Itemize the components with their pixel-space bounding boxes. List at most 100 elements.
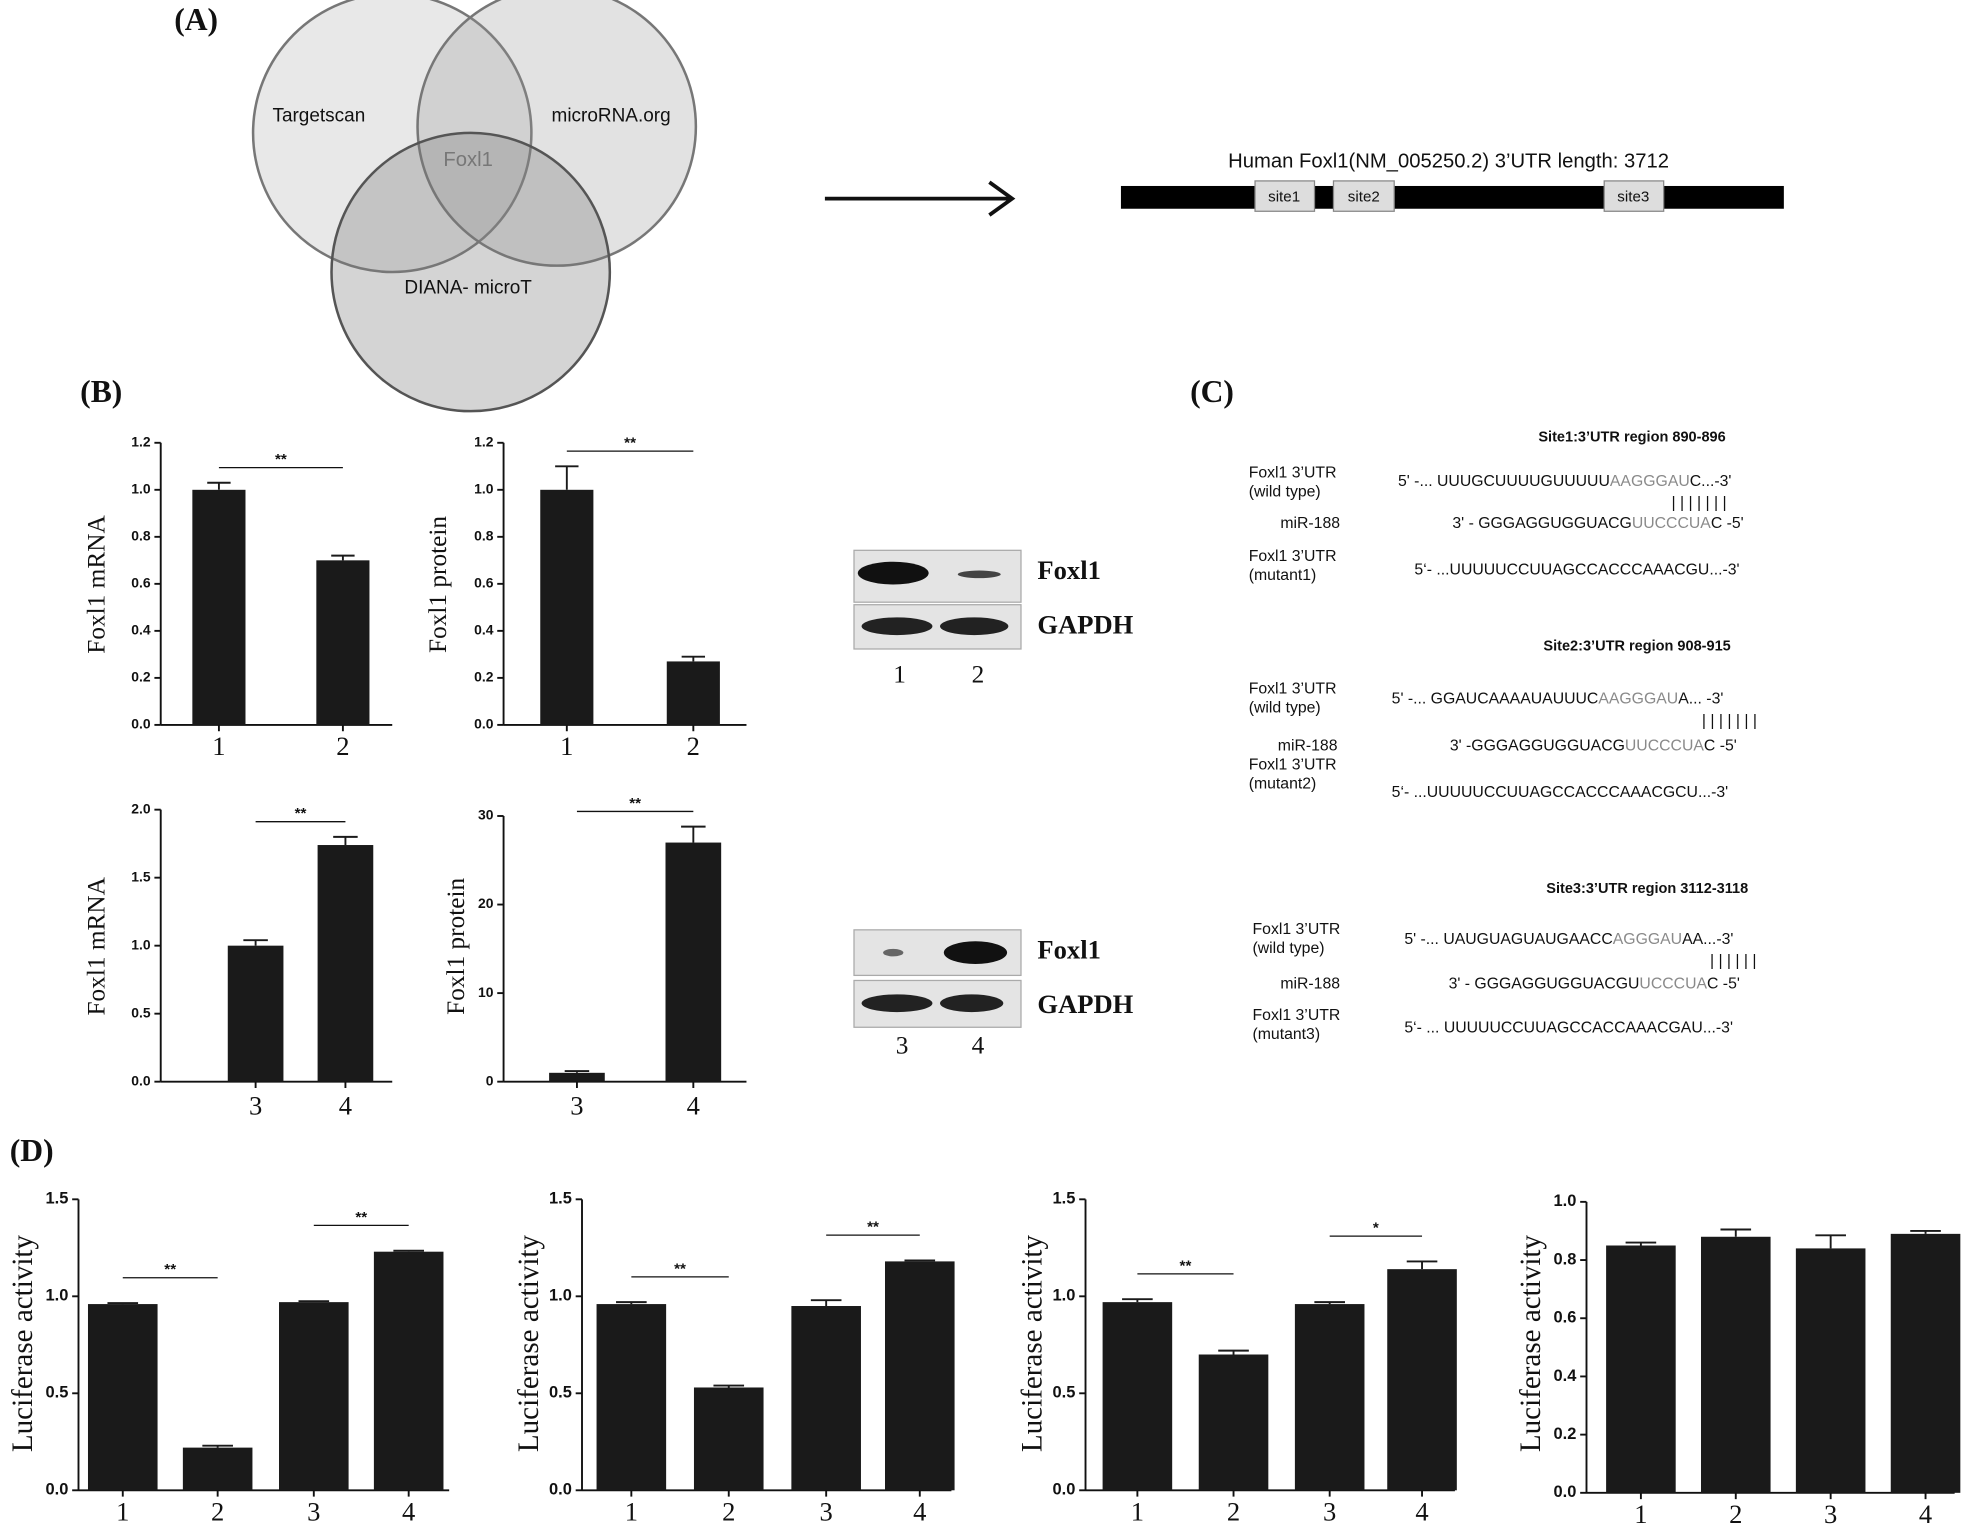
y-tick-label: 0.6 [474, 575, 494, 591]
blot-row-label: Foxl1 [1037, 555, 1100, 585]
sequence-label: Foxl1 3’UTR [1249, 681, 1337, 698]
blot-band [940, 617, 1009, 636]
sequence-segment: AAGGGAU [1598, 691, 1678, 708]
site-title: Site1:3’UTR region 890-896 [1538, 430, 1725, 446]
bar-chart: 0 10 20 30 Foxl1 protein 3 4 ** [442, 795, 747, 1120]
utr-site [1332, 180, 1395, 212]
sequence-segment: 5‘- ...UUUUUCCUUAGCCACCCAAACGU...-3' [1414, 562, 1739, 579]
y-tick-label: 0.0 [549, 1481, 572, 1499]
sequence-segment: A... -3' [1678, 691, 1723, 708]
y-tick-label: 0.6 [131, 575, 151, 591]
bar [1387, 1269, 1457, 1491]
y-tick-label: 1.0 [1053, 1287, 1076, 1305]
error-bar [243, 939, 268, 946]
bar [1198, 1354, 1269, 1491]
x-tick-label: 3 [820, 1496, 833, 1526]
bar [1294, 1304, 1365, 1491]
error-bar [555, 465, 579, 490]
x-tick-label: 1 [625, 1496, 638, 1526]
sequence-label: Foxl1 3’UTR [1249, 757, 1337, 774]
y-tick-label: 1.5 [46, 1190, 69, 1208]
blot-band [957, 570, 1001, 579]
pairing: | | | | | | [1710, 953, 1757, 970]
error-bar [331, 554, 355, 561]
y-tick-label: 0.0 [131, 1072, 151, 1088]
error-bar [1406, 1260, 1438, 1270]
y-tick-label: 1.2 [474, 433, 494, 449]
pairing: | | | | | | | [1672, 495, 1727, 512]
error-bar [1720, 1228, 1752, 1237]
x-tick-label: 1 [1634, 1499, 1647, 1529]
bar [791, 1306, 861, 1491]
significance-label: ** [624, 435, 636, 452]
sequence-label: (wild type) [1253, 940, 1325, 957]
bar-chart: 0.0 0.5 1.0 1.5 Luciferase activity 1 2 3 4 ** ** [7, 1190, 450, 1526]
y-tick-label: 0.5 [1053, 1384, 1076, 1402]
venn-intersection: Foxl1 [443, 149, 492, 171]
sequence-segment: 5‘- ...UUUUUCCUUAGCCACCCAAACGCU...-3' [1392, 784, 1729, 801]
y-tick-label: 0.0 [1554, 1483, 1577, 1501]
y-tick-label: 0.4 [474, 622, 494, 638]
blot-band [861, 994, 933, 1013]
error-bar [1218, 1349, 1249, 1355]
sequence-segment: 5‘- ... UUUUUCCUUAGCCACCAAACGAU...-3' [1404, 1020, 1733, 1037]
site-title: Site2:3’UTR region 908-915 [1543, 638, 1730, 654]
y-axis-label: Luciferase activity [1017, 1235, 1049, 1453]
y-axis-label: Luciferase activity [1515, 1235, 1547, 1453]
wild-sequence: 5' -... UAUGUAGUAUGAACCAGGGAUAA...-3' [1404, 931, 1733, 948]
utr-title: Human Foxl1(NM_005250.2) 3’UTR length: 3… [1228, 150, 1669, 172]
sequence-segment: UUCCCUA [1632, 515, 1711, 532]
bar-chart: 0.0 0.2 0.4 0.6 0.8 1.0 1.2 Foxl1 protein 1 2 ** [424, 433, 747, 761]
blot-band [943, 941, 1008, 965]
blot-lane: 3 [896, 1031, 909, 1059]
panel-label: (A) [174, 2, 218, 37]
x-tick-label: 4 [913, 1496, 926, 1526]
x-tick-label: 4 [1415, 1496, 1428, 1526]
sequence-label: miR-188 [1280, 975, 1340, 992]
bar [1795, 1248, 1866, 1493]
bar [596, 1304, 667, 1491]
error-bar [1815, 1234, 1846, 1249]
sequence-segment: 3' - GGGAGGUGGUACG [1452, 515, 1631, 532]
venn-label: microRNA.org [552, 105, 671, 126]
blot-lane: 1 [893, 661, 906, 689]
error-bar [1625, 1241, 1657, 1246]
y-tick-label: 0.8 [474, 527, 494, 543]
bar-chart: 0.0 0.2 0.4 0.6 0.8 1.0 Luciferase activity 1 2 3… [1515, 1192, 1961, 1529]
significance-label: ** [164, 1261, 176, 1278]
sequence-label: Foxl1 3’UTR [1249, 464, 1337, 481]
bar [1606, 1245, 1676, 1493]
y-tick-label: 1.5 [549, 1190, 572, 1208]
y-tick-label: 0.0 [46, 1481, 69, 1499]
blot-row-label: GAPDH [1037, 989, 1133, 1019]
error-bar [393, 1249, 424, 1252]
bar [373, 1251, 444, 1491]
x-tick-label: 1 [560, 731, 573, 761]
bar-chart: 0.0 0.2 0.4 0.6 0.8 1.0 1.2 Foxl1 mRNA 1 2 ** [83, 433, 393, 761]
significance-label: ** [867, 1219, 879, 1236]
y-tick-label: 1.0 [1554, 1192, 1577, 1210]
mirna-sequence: 3' - GGGAGGUGGUACGUUCCCUAC -5' [1449, 975, 1740, 992]
y-tick-label: 0.0 [131, 716, 151, 732]
wild-sequence: 5' -... UUUGCUUUUGUUUUUAAGGGAUC...-3' [1398, 473, 1731, 490]
bar-chart: 0.0 0.5 1.0 1.5 2.0 Foxl1 mRNA 3 4 ** [83, 800, 393, 1120]
site-label: site3 [1617, 188, 1649, 205]
sequence-label: (mutant1) [1249, 567, 1317, 584]
error-bar [713, 1384, 745, 1388]
venn-label: Targetscan [272, 105, 365, 126]
panel-label: (C) [1190, 374, 1234, 409]
pairing: | | | | | | | [1702, 712, 1757, 729]
sequence-segment: AAGGGAU [1610, 473, 1690, 490]
bar [540, 489, 594, 725]
x-tick-label: 2 [211, 1496, 224, 1526]
sequence-label: miR-188 [1278, 738, 1338, 755]
sequence-segment: UCCCUA [1639, 975, 1707, 992]
y-tick-label: 0.5 [46, 1384, 69, 1402]
error-bar [681, 825, 706, 843]
y-tick-label: 1.0 [549, 1287, 572, 1305]
mutant-sequence: 5‘- ... UUUUUCCUUAGCCACCAAACGAU...-3' [1404, 1020, 1733, 1037]
x-tick-label: 2 [336, 731, 349, 761]
mirna-sequence: 3' -GGGAGGUGGUACGUUCCCUAC -5' [1450, 738, 1737, 755]
venn: Targetscan microRNA.org DIANA- microT Fo… [251, 0, 698, 413]
